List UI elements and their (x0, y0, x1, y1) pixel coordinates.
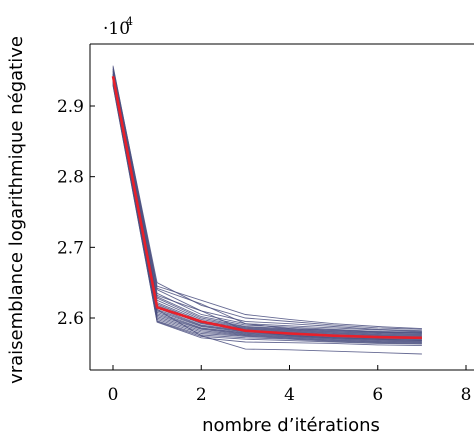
run-line-1 (112, 65, 422, 330)
y-tick-label: 2.7 (57, 238, 84, 258)
x-tick-label: 2 (196, 385, 207, 405)
y-tick-label: 2.6 (57, 309, 84, 329)
run-line-5 (112, 72, 422, 333)
run-line-2 (112, 67, 422, 330)
run-line-22 (112, 84, 422, 345)
run-line-15 (112, 79, 422, 340)
run-line-18 (112, 81, 422, 342)
y-tick-label: 2.8 (57, 168, 84, 188)
mean-line (111, 76, 422, 340)
background-runs (112, 65, 422, 355)
run-line-3 (112, 69, 422, 332)
x-tick-label: 4 (284, 385, 295, 405)
run-line-25 (112, 70, 422, 342)
y-tick-label: 2.9 (57, 97, 84, 117)
x-tick-label: 8 (461, 385, 472, 405)
x-tick-label: 0 (108, 385, 119, 405)
run-line-8 (112, 74, 422, 335)
y-multiplier-label: ·10 (103, 19, 130, 39)
run-line-21 (112, 84, 422, 344)
run-line-4 (112, 70, 422, 332)
run-line-19 (112, 82, 422, 343)
y-ticks: 2.6 2.7 2.8 2.9 (57, 97, 95, 329)
x-axis-label: nombre d’itérations (202, 415, 380, 436)
x-ticks: 0 2 4 6 8 (108, 365, 472, 405)
run-line-26 (112, 68, 422, 334)
y-multiplier-exponent: 4 (126, 15, 133, 28)
run-line-9 (112, 75, 422, 336)
x-tick-label: 6 (372, 385, 383, 405)
y-axis-label: vraisemblance logarithmique négative (6, 36, 27, 384)
run-line-23 (112, 85, 422, 347)
run-line-7 (112, 74, 422, 334)
run-line-24 (112, 73, 422, 355)
run-line-17 (112, 81, 422, 342)
run-line-20 (112, 83, 422, 344)
run-line-10 (112, 76, 422, 337)
mean-series (111, 76, 422, 340)
